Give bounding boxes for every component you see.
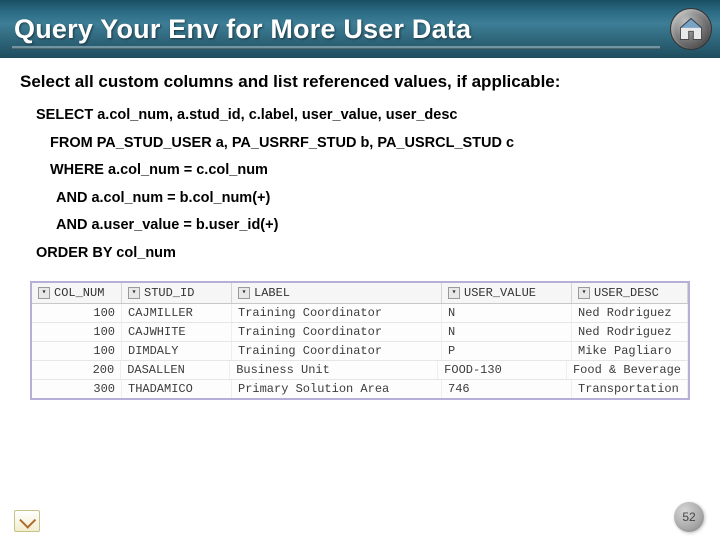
table-row: 100CAJWHITETraining CoordinatorNNed Rodr… xyxy=(32,323,688,342)
col-header-label: STUD_ID xyxy=(144,286,194,300)
table-cell: N xyxy=(442,323,572,341)
sort-icon[interactable]: ▾ xyxy=(238,287,250,299)
table-cell: Training Coordinator xyxy=(232,304,442,322)
sort-icon[interactable]: ▾ xyxy=(128,287,140,299)
table-cell: THADAMICO xyxy=(122,380,232,398)
col-header-colnum: ▾ COL_NUM xyxy=(32,283,122,303)
table-cell: Food & Beverage xyxy=(567,361,688,379)
sort-icon[interactable]: ▾ xyxy=(38,287,50,299)
house-icon xyxy=(677,15,705,43)
table-row: 300THADAMICOPrimary Solution Area746Tran… xyxy=(32,380,688,398)
col-header-label: COL_NUM xyxy=(54,286,104,300)
col-header-studid: ▾ STUD_ID xyxy=(122,283,232,303)
table-cell: Training Coordinator xyxy=(232,323,442,341)
col-header-label: USER_VALUE xyxy=(464,286,536,300)
col-header-label: USER_DESC xyxy=(594,286,659,300)
table-row: 100DIMDALYTraining CoordinatorPMike Pagl… xyxy=(32,342,688,361)
table-cell: FOOD-130 xyxy=(438,361,567,379)
table-cell: N xyxy=(442,304,572,322)
col-header-label-col: ▾ LABEL xyxy=(232,283,442,303)
table-cell: DASALLEN xyxy=(121,361,230,379)
table-cell: DIMDALY xyxy=(122,342,232,360)
table-cell: CAJMILLER xyxy=(122,304,232,322)
instruction-text: Select all custom columns and list refer… xyxy=(20,72,700,92)
table-header: ▾ COL_NUM ▾ STUD_ID ▾ LABEL ▾ USER_VALUE ▾ US… xyxy=(32,283,688,304)
page-title: Query Your Env for More User Data xyxy=(14,14,471,45)
table-cell: Transportation xyxy=(572,380,688,398)
table-row: 200DASALLENBusiness UnitFOOD-130Food & B… xyxy=(32,361,688,380)
sql-select: SELECT a.col_num, a.stud_id, c.label, us… xyxy=(20,102,700,130)
table-row: 100CAJMILLERTraining CoordinatorNNed Rod… xyxy=(32,304,688,323)
sql-block: SELECT a.col_num, a.stud_id, c.label, us… xyxy=(20,102,700,267)
result-table: ▾ COL_NUM ▾ STUD_ID ▾ LABEL ▾ USER_VALUE ▾ US… xyxy=(30,281,690,400)
table-cell: 100 xyxy=(32,323,122,341)
table-cell: 200 xyxy=(32,361,121,379)
sql-and1: AND a.col_num = b.col_num(+) xyxy=(20,185,700,213)
table-cell: Business Unit xyxy=(230,361,438,379)
table-cell: 100 xyxy=(32,304,122,322)
col-header-label: LABEL xyxy=(254,286,290,300)
table-cell: Ned Rodriguez xyxy=(572,304,688,322)
table-cell: Mike Pagliaro xyxy=(572,342,688,360)
title-bar: Query Your Env for More User Data xyxy=(0,0,720,58)
sql-from: FROM PA_STUD_USER a, PA_USRRF_STUD b, PA… xyxy=(20,130,700,158)
home-icon[interactable] xyxy=(670,8,712,50)
table-cell: Ned Rodriguez xyxy=(572,323,688,341)
sql-order: ORDER BY col_num xyxy=(20,240,700,268)
col-header-userdesc: ▾ USER_DESC xyxy=(572,283,688,303)
sql-and2: AND a.user_value = b.user_id(+) xyxy=(20,212,700,240)
sort-icon[interactable]: ▾ xyxy=(578,287,590,299)
table-cell: Training Coordinator xyxy=(232,342,442,360)
table-cell: 300 xyxy=(32,380,122,398)
table-cell: CAJWHITE xyxy=(122,323,232,341)
sort-icon[interactable]: ▾ xyxy=(448,287,460,299)
page-number-badge: 52 xyxy=(674,502,704,532)
table-cell: P xyxy=(442,342,572,360)
table-cell: 746 xyxy=(442,380,572,398)
table-cell: Primary Solution Area xyxy=(232,380,442,398)
table-cell: 100 xyxy=(32,342,122,360)
edit-icon[interactable] xyxy=(14,510,40,532)
col-header-uservalue: ▾ USER_VALUE xyxy=(442,283,572,303)
slide-content: Select all custom columns and list refer… xyxy=(0,58,720,400)
sql-where: WHERE a.col_num = c.col_num xyxy=(20,157,700,185)
